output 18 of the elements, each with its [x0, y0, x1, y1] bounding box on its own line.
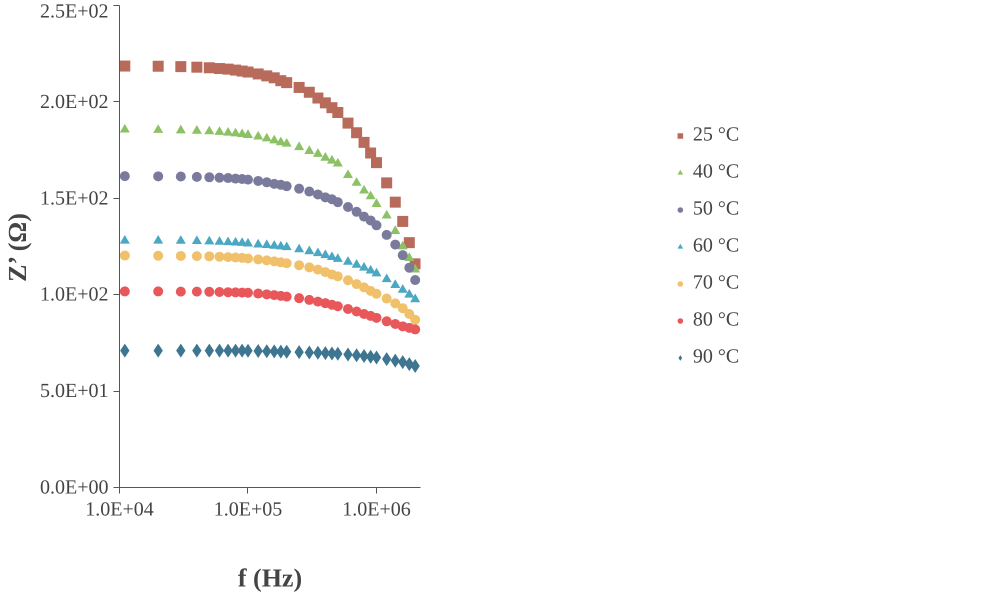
y-tick-label: 2.5E+02	[40, 0, 109, 22]
legend-label: 60 °C	[692, 234, 740, 258]
legend-label: 80 °C	[692, 308, 740, 332]
y-tick-label: 5.0E+01	[40, 380, 109, 402]
legend-label: 90 °C	[692, 346, 740, 368]
x-tick-label: 1.0E+06	[342, 498, 411, 520]
legend-label: 25 °C	[692, 124, 740, 146]
legend-label: 50 °C	[692, 198, 740, 220]
legend-label: 70 °C	[692, 272, 740, 294]
y-tick-label: 2.0E+02	[40, 90, 109, 113]
y-tick-label: 1.0E+02	[40, 284, 109, 306]
x-tick-label: 1.0E+05	[214, 498, 282, 520]
y-axis-title: Z’ (Ω)	[3, 213, 32, 282]
x-tick-label: 1.0E+04	[85, 498, 154, 520]
x-axis-title: f (Hz)	[238, 564, 302, 592]
y-tick-label: 0.0E+00	[40, 476, 109, 498]
legend-label: 40 °C	[692, 160, 740, 184]
y-tick-label: 1.5E+02	[40, 187, 109, 210]
